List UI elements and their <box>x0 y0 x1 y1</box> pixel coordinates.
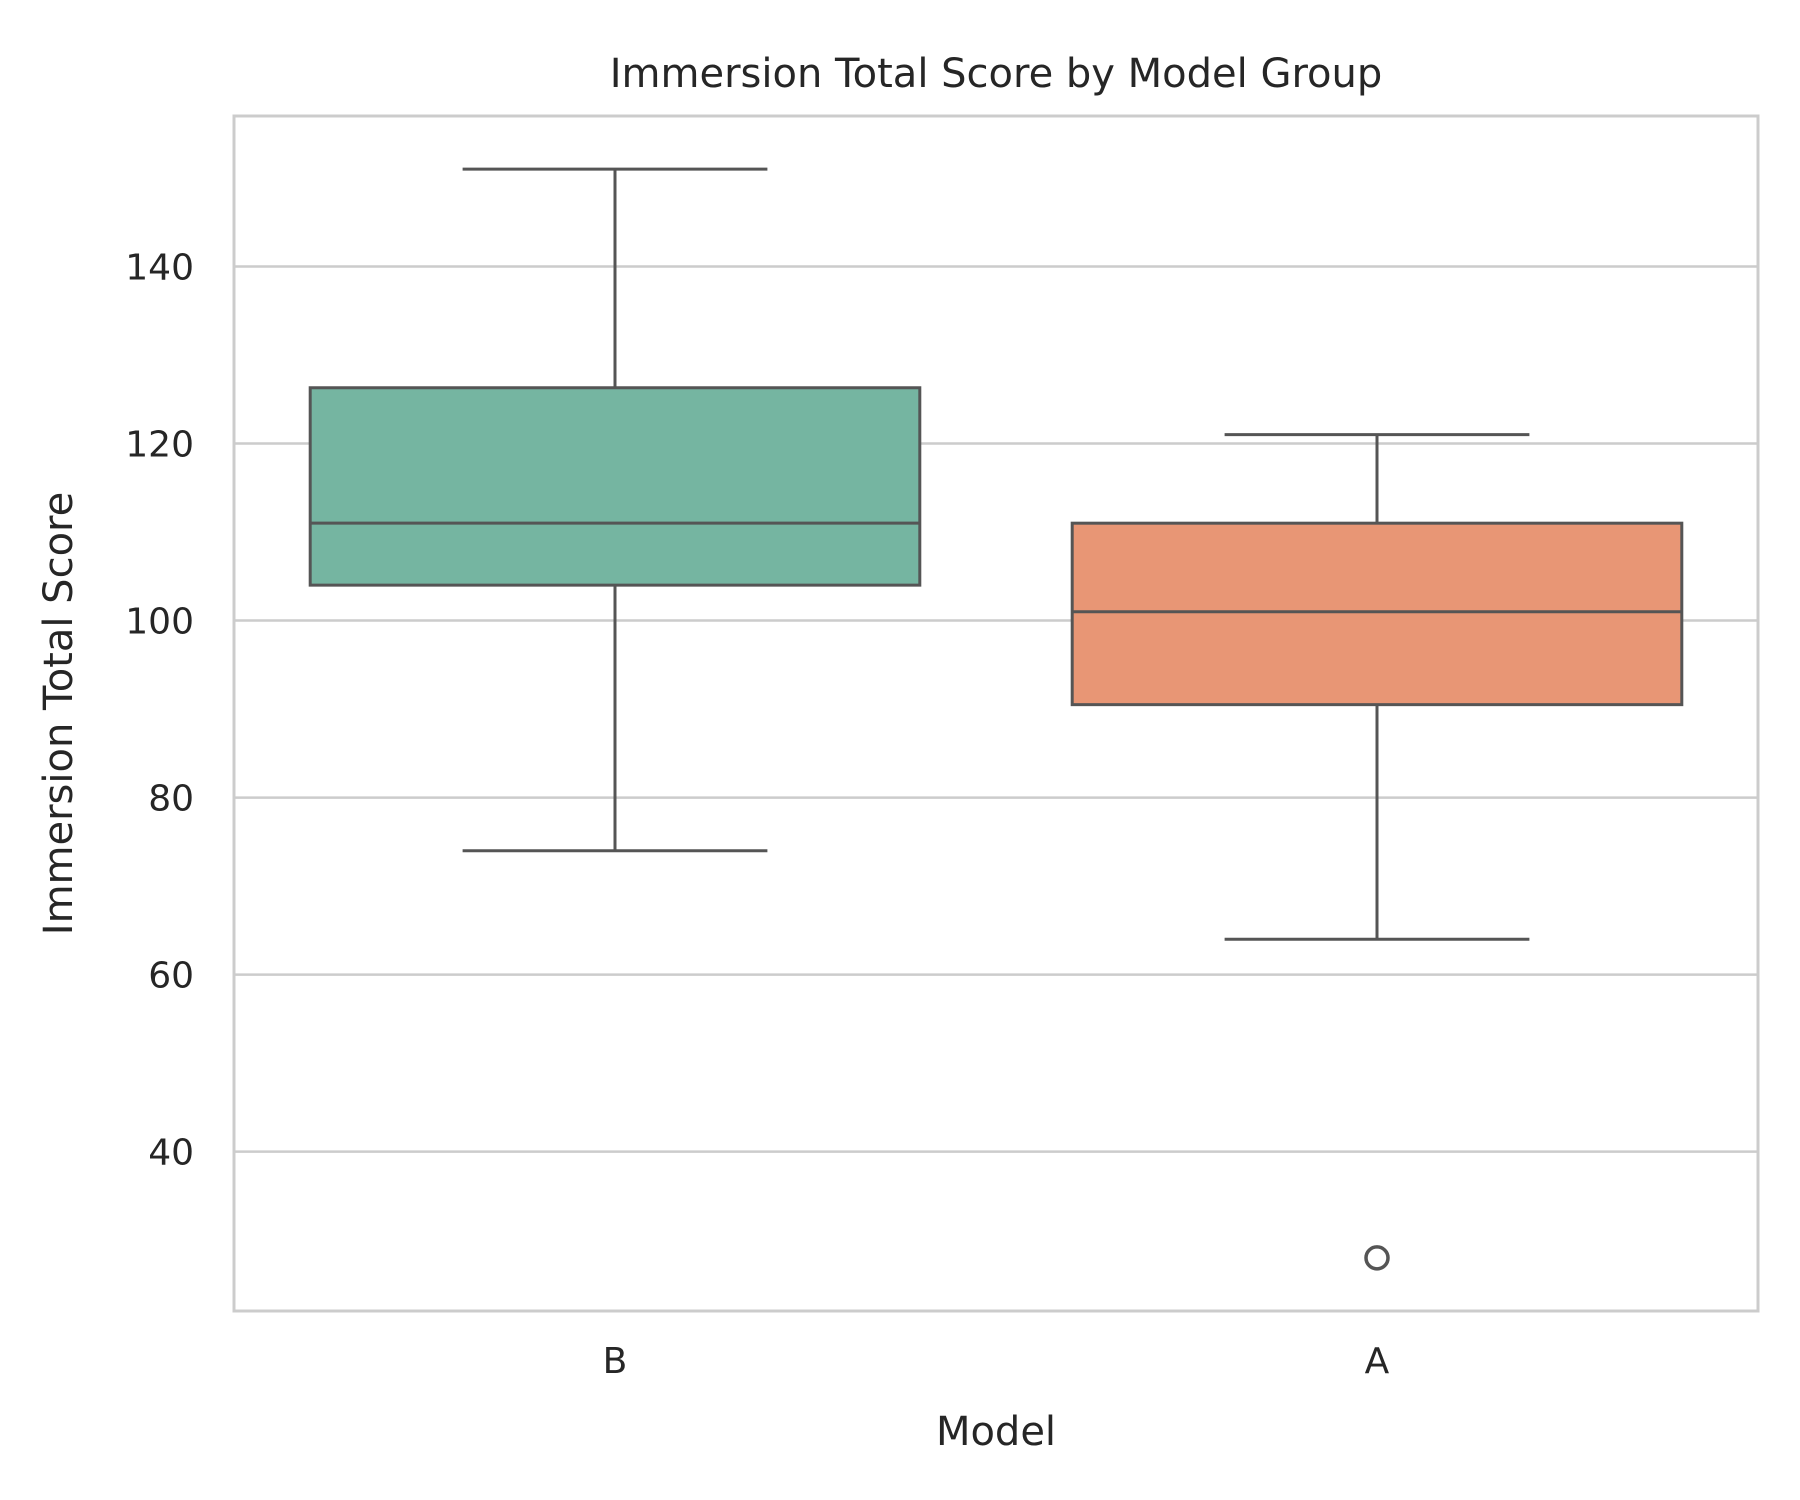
boxes <box>308 167 1684 1271</box>
plot-frame <box>232 114 1760 1313</box>
iqr-box <box>308 386 922 587</box>
iqr-box <box>1070 521 1684 707</box>
box-A <box>1070 433 1684 1271</box>
y-axis-ticks: 40 60 80 100 120 140 <box>125 247 194 1173</box>
y-axis-label: Immersion Total Score <box>36 492 82 935</box>
y-tick-label: 40 <box>148 1133 194 1174</box>
x-axis-label: Model <box>936 1409 1056 1455</box>
chart-title: Immersion Total Score by Model Group <box>610 51 1383 97</box>
box-B <box>308 167 922 853</box>
y-tick-label: 100 <box>125 602 194 643</box>
y-tick-label: 80 <box>148 779 194 820</box>
x-tick-label: B <box>603 1341 628 1382</box>
y-tick-label: 120 <box>125 425 194 466</box>
y-tick-label: 60 <box>148 956 194 997</box>
y-tick-label: 140 <box>125 247 194 288</box>
outlier-point <box>1364 1245 1390 1271</box>
x-tick-label: A <box>1365 1341 1390 1382</box>
